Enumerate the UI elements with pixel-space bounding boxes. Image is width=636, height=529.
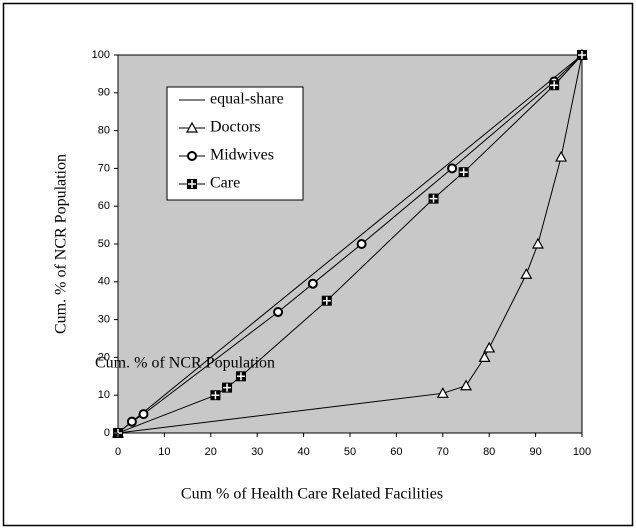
x-tick-label: 100: [573, 446, 591, 458]
legend-label: Care: [210, 175, 240, 192]
marker-circle: [356, 239, 367, 249]
marker-square: [577, 50, 587, 60]
x-tick-label: 80: [483, 446, 495, 458]
marker-cross: [223, 383, 232, 392]
x-tick-label: 20: [205, 446, 217, 458]
marker-circle: [126, 416, 137, 427]
y-tick-label: 40: [98, 276, 110, 288]
marker-cross: [429, 194, 438, 203]
marker-triangle: [555, 150, 568, 162]
marker-square: [458, 167, 469, 178]
marker-circle: [307, 278, 318, 289]
marker-cross: [236, 372, 245, 381]
y-tick-label: 80: [98, 125, 110, 137]
x-tick-label: 0: [115, 446, 121, 458]
marker-cross: [578, 51, 586, 59]
marker-triangle: [459, 379, 473, 391]
legend-label: Midwives: [210, 147, 274, 164]
y-tick-label: 10: [98, 389, 110, 401]
y-axis-title: Cum. % of NCR Population: [53, 154, 70, 334]
marker-circle: [273, 307, 284, 318]
legend: equal-share Doctors Midwives Care: [166, 86, 304, 201]
y-tick-label: 30: [98, 314, 110, 326]
marker-circle: [447, 163, 458, 174]
y-tick-label: 0: [104, 427, 110, 439]
marker-cross: [322, 296, 331, 305]
x-tick-label: 60: [390, 446, 402, 458]
x-tick-label: 40: [297, 446, 309, 458]
marker-square: [210, 390, 221, 401]
marker-square: [549, 80, 560, 91]
x-tick-label: 70: [437, 446, 449, 458]
annotation: Cum. % of NCR Population: [95, 355, 275, 372]
y-tick-label: 100: [92, 49, 110, 61]
marker-square: [321, 295, 332, 306]
marker-square: [222, 382, 233, 393]
marker-triangle: [436, 387, 449, 398]
x-tick-label: 50: [344, 446, 356, 458]
legend-label: Doctors: [210, 119, 261, 136]
marker-triangle: [483, 341, 496, 353]
marker-circle: [187, 151, 197, 161]
marker-cross: [550, 81, 559, 90]
marker-cross: [211, 391, 220, 400]
y-tick-label: 50: [98, 238, 110, 250]
marker-square: [187, 179, 197, 189]
y-tick-label: 70: [98, 162, 110, 174]
marker-square: [428, 193, 439, 204]
x-tick-label: 90: [529, 446, 541, 458]
x-axis-title: Cum % of Health Care Related Facilities: [181, 486, 443, 503]
marker-triangle: [520, 268, 533, 279]
series-line: [117, 54, 583, 434]
marker-cross: [188, 180, 196, 188]
x-tick-label: 30: [251, 446, 263, 458]
marks: [111, 48, 589, 438]
marker-square: [235, 371, 246, 382]
marker-circle: [138, 409, 149, 420]
y-tick-label: 90: [98, 87, 110, 99]
marker-triangle: [478, 351, 491, 362]
y-tick-label: 20: [98, 351, 110, 363]
legend-label: equal-share: [210, 91, 284, 108]
marker-triangle: [185, 121, 199, 133]
marker-triangle: [531, 237, 544, 249]
marker-cross: [459, 168, 468, 177]
y-tick-label: 60: [98, 200, 110, 212]
x-tick-label: 10: [158, 446, 170, 458]
